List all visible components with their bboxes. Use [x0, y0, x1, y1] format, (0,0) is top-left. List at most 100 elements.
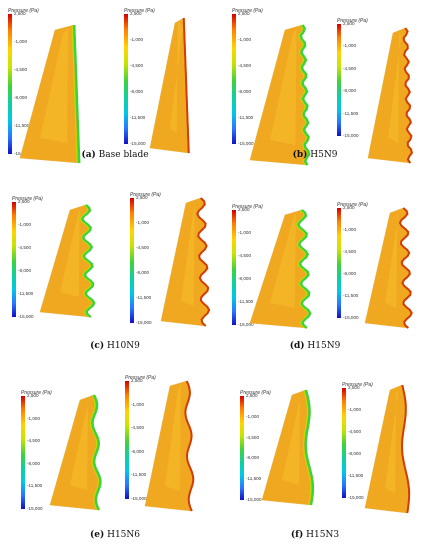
blade-edge-gradient	[79, 204, 93, 318]
blade-shading	[270, 28, 297, 145]
colorbar	[125, 381, 129, 499]
colorbar-tick-label: 2,500	[131, 378, 143, 383]
colorbar-tick-label: -15,000	[238, 322, 254, 327]
blade-shading	[388, 31, 401, 143]
colorbar-tick-label: 2,500	[14, 11, 26, 16]
blade-leading-edge	[196, 197, 211, 327]
colorbar-tick-label: -1,000	[136, 220, 150, 225]
colorbar	[337, 208, 341, 318]
colorbar-title: Pressure (Pa)	[124, 8, 155, 14]
blade-shading	[70, 398, 88, 490]
colorbar-tick-label: -4,500	[27, 438, 41, 444]
colorbar-tick-label: -4,500	[246, 434, 260, 440]
colorbar-tick-label: -8,000	[238, 276, 252, 281]
colorbar-title: Pressure (Pa)	[125, 375, 156, 381]
blade-shading	[270, 213, 296, 308]
colorbar	[337, 24, 341, 136]
colorbar-tick-label: -1,000	[348, 407, 362, 412]
blade-contour	[249, 24, 311, 166]
caption-e: (e) H15N6	[89, 530, 141, 540]
colorbar-tick-label: -1,000	[238, 230, 252, 235]
blade-contour	[39, 204, 96, 318]
colorbar-tick-label: -1,000	[131, 401, 145, 407]
colorbar-tick-label: -1,000	[343, 43, 357, 49]
colorbar-tick-label: -15,000	[27, 506, 43, 511]
colorbar-tick-label: 2,500	[238, 11, 250, 16]
colorbar-title: Pressure (Pa)	[337, 18, 368, 24]
caption-a: (a) Base blade	[81, 150, 149, 160]
blade-shading	[282, 393, 300, 485]
colorbar-title: Pressure (Pa)	[21, 390, 52, 396]
colorbar-tick-label: -15,000	[348, 495, 364, 500]
colorbar-tick-label: -15,000	[131, 496, 147, 501]
colorbar-tick-label: -1,000	[130, 37, 144, 42]
colorbar-tick-label: -8,000	[246, 455, 260, 461]
colorbar-tick-label: -15,000	[343, 133, 359, 138]
colorbar	[12, 202, 16, 317]
colorbar-tick-label: -11,500	[136, 295, 152, 300]
colorbar-tick-label: -4,500	[18, 245, 32, 250]
colorbar	[21, 396, 25, 509]
colorbar-tick-label: -15,000	[246, 497, 262, 502]
blade-leading-edge	[184, 380, 195, 512]
colorbar-tick-label: -4,500	[238, 253, 252, 258]
colorbar-tick-label: -1,000	[27, 415, 41, 421]
colorbar-tick-label: -4,500	[343, 65, 357, 71]
blade-edge-gradient	[302, 389, 312, 506]
colorbar-tick-label: 2,500	[136, 195, 148, 200]
blade-leading-edge	[182, 17, 190, 154]
colorbar-tick-label: -8,000	[238, 89, 252, 94]
blade-edge-gradient	[295, 209, 309, 329]
colorbar-tick-label: -8,000	[343, 271, 357, 276]
colorbar-tick-label: 2,500	[238, 207, 250, 212]
blade-contour	[149, 17, 190, 154]
colorbar-tick-label: -4,500	[14, 67, 28, 72]
colorbar-tick-label: 2,500	[246, 393, 258, 398]
colorbar-title: Pressure (Pa)	[240, 390, 271, 396]
colorbar	[240, 396, 244, 500]
colorbar-tick-label: -1,000	[246, 413, 260, 419]
colorbar-title: Pressure (Pa)	[342, 382, 373, 388]
colorbar-tick-label: -1,000	[18, 222, 32, 227]
colorbar-tick-label: -4,500	[136, 245, 150, 250]
colorbar-title: Pressure (Pa)	[8, 8, 39, 14]
colorbar-title: Pressure (Pa)	[232, 204, 263, 210]
colorbar-tick-label: -11,500	[131, 472, 147, 478]
colorbar-tick-label: -8,000	[27, 460, 41, 466]
colorbar-tick-label: -8,000	[131, 448, 145, 454]
blade-surface	[144, 380, 194, 512]
colorbar-tick-label: 2,500	[343, 21, 355, 26]
caption-f: (f) H15N3	[290, 530, 340, 540]
colorbar-tick-label: -11,500	[348, 473, 364, 478]
colorbar-tick-label: -8,000	[348, 451, 362, 456]
colorbar-tick-label: -11,500	[343, 110, 359, 116]
colorbar-tick-label: -4,500	[348, 429, 362, 434]
colorbar-tick-label: -15,000	[343, 315, 359, 320]
blade-contour	[364, 207, 413, 329]
blade-shading	[170, 21, 183, 133]
colorbar-title: Pressure (Pa)	[232, 8, 263, 14]
colorbar-tick-label: -11,500	[130, 115, 146, 120]
colorbar	[124, 14, 128, 144]
blade-surface	[367, 27, 413, 164]
colorbar-tick-label: 2,500	[27, 393, 39, 398]
blade-edge-gradient	[298, 24, 308, 166]
colorbar-tick-label: -1,000	[14, 39, 28, 44]
colorbar-tick-label: 2,500	[18, 199, 30, 204]
colorbar-tick-label: -11,500	[18, 291, 34, 296]
blade-leading-edge	[402, 27, 413, 164]
colorbar-tick-label: -15,000	[130, 141, 146, 146]
blade-shading	[385, 388, 398, 493]
blade-shading	[181, 201, 195, 306]
colorbar-tick-label: 2,500	[343, 205, 355, 210]
colorbar-tick-label: -11,500	[238, 299, 254, 304]
colorbar-tick-label: -11,500	[246, 476, 262, 482]
caption-b: (b) H5N9	[292, 150, 338, 160]
colorbar-tick-label: -11,500	[343, 293, 359, 298]
blade-contour	[160, 197, 211, 327]
colorbar-tick-label: 2,500	[130, 11, 142, 16]
caption-c: (c) H10N9	[90, 341, 140, 351]
blade-leading-edge	[80, 204, 96, 318]
blade-contour	[364, 384, 411, 514]
colorbar	[8, 14, 12, 154]
